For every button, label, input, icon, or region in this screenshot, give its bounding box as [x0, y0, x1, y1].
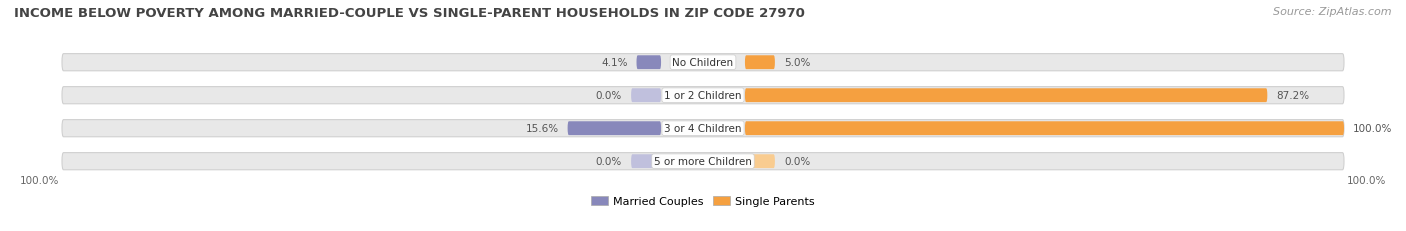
FancyBboxPatch shape	[745, 122, 1344, 136]
Text: 100.0%: 100.0%	[1353, 124, 1392, 134]
Text: Source: ZipAtlas.com: Source: ZipAtlas.com	[1274, 7, 1392, 17]
FancyBboxPatch shape	[631, 155, 661, 168]
Text: 0.0%: 0.0%	[596, 91, 621, 101]
FancyBboxPatch shape	[637, 56, 661, 70]
FancyBboxPatch shape	[631, 89, 661, 103]
Text: 0.0%: 0.0%	[785, 157, 810, 167]
Text: 0.0%: 0.0%	[596, 157, 621, 167]
Text: 4.1%: 4.1%	[600, 58, 627, 68]
Text: 15.6%: 15.6%	[526, 124, 558, 134]
Text: 87.2%: 87.2%	[1277, 91, 1309, 101]
FancyBboxPatch shape	[745, 56, 775, 70]
Text: 1 or 2 Children: 1 or 2 Children	[664, 91, 742, 101]
FancyBboxPatch shape	[62, 153, 1344, 170]
FancyBboxPatch shape	[568, 122, 661, 136]
FancyBboxPatch shape	[62, 87, 1344, 104]
Text: 3 or 4 Children: 3 or 4 Children	[664, 124, 742, 134]
FancyBboxPatch shape	[62, 54, 1344, 71]
Text: 100.0%: 100.0%	[1347, 175, 1386, 185]
FancyBboxPatch shape	[745, 89, 1267, 103]
FancyBboxPatch shape	[62, 120, 1344, 137]
Legend: Married Couples, Single Parents: Married Couples, Single Parents	[586, 191, 820, 210]
FancyBboxPatch shape	[745, 155, 775, 168]
Text: 5.0%: 5.0%	[785, 58, 810, 68]
Text: No Children: No Children	[672, 58, 734, 68]
Text: 5 or more Children: 5 or more Children	[654, 157, 752, 167]
Text: 100.0%: 100.0%	[20, 175, 59, 185]
Text: INCOME BELOW POVERTY AMONG MARRIED-COUPLE VS SINGLE-PARENT HOUSEHOLDS IN ZIP COD: INCOME BELOW POVERTY AMONG MARRIED-COUPL…	[14, 7, 804, 20]
